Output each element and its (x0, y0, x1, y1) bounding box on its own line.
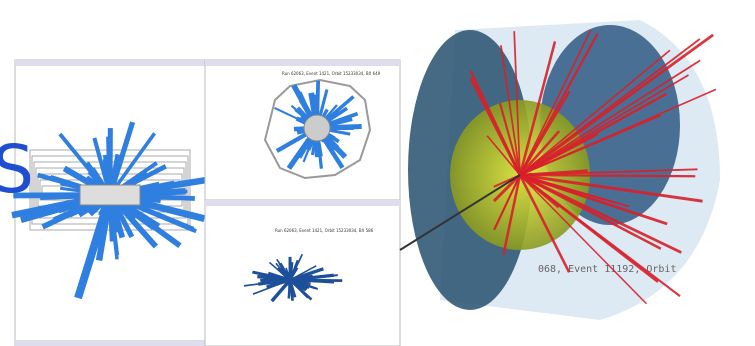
energy-ray (275, 262, 291, 281)
energy-ray (289, 279, 303, 291)
track (493, 174, 521, 230)
track (519, 74, 689, 176)
top-right-event-display: Run 62063, Event 1421, Orbit 15233034, B… (204, 59, 401, 201)
track (469, 77, 522, 176)
track (519, 33, 714, 177)
track (500, 45, 521, 176)
track (486, 135, 521, 176)
track (519, 132, 599, 177)
track (518, 90, 571, 176)
energy-ray (260, 278, 291, 284)
track (518, 41, 557, 176)
track (519, 173, 662, 250)
energy-ray (289, 277, 301, 282)
energy-ray (107, 121, 136, 196)
track (502, 174, 522, 256)
track (519, 173, 703, 203)
panel-titlebar (205, 60, 400, 66)
track (519, 114, 662, 176)
panel-statusbar (15, 340, 205, 346)
track (519, 59, 701, 176)
panel-titlebar (15, 60, 205, 66)
track (513, 31, 521, 176)
track (492, 173, 522, 203)
track (518, 174, 571, 273)
beam-pipe (79, 184, 141, 206)
energy-ray (252, 279, 291, 295)
event-caption: 068, Event 11192, Orbit (538, 264, 676, 275)
track (519, 130, 561, 176)
detector-ring (263, 78, 372, 180)
track (498, 102, 522, 176)
track (399, 174, 521, 251)
left-event-display (11, 59, 207, 346)
track (519, 49, 671, 176)
track (519, 173, 696, 178)
energy-ray (74, 193, 114, 300)
panel-titlebar (205, 200, 400, 206)
bottom-right-event-display: Run 62063, Event 1421, Orbit 15233034, B… (204, 199, 401, 346)
event-caption: Run 62063, Event 1421, Orbit 15233034, B… (282, 71, 381, 76)
track (519, 174, 647, 305)
event-caption: Run 62063, Event 1421, Orbit 15233034, B… (275, 228, 374, 233)
detector-3d: 068, Event 11192, Orbit (399, 20, 720, 320)
tracker (303, 114, 331, 142)
energy-ray (289, 253, 304, 281)
energy-ray (270, 278, 292, 303)
track (519, 173, 659, 283)
track (519, 29, 592, 176)
big-letter: S (0, 131, 34, 208)
track (519, 173, 616, 204)
